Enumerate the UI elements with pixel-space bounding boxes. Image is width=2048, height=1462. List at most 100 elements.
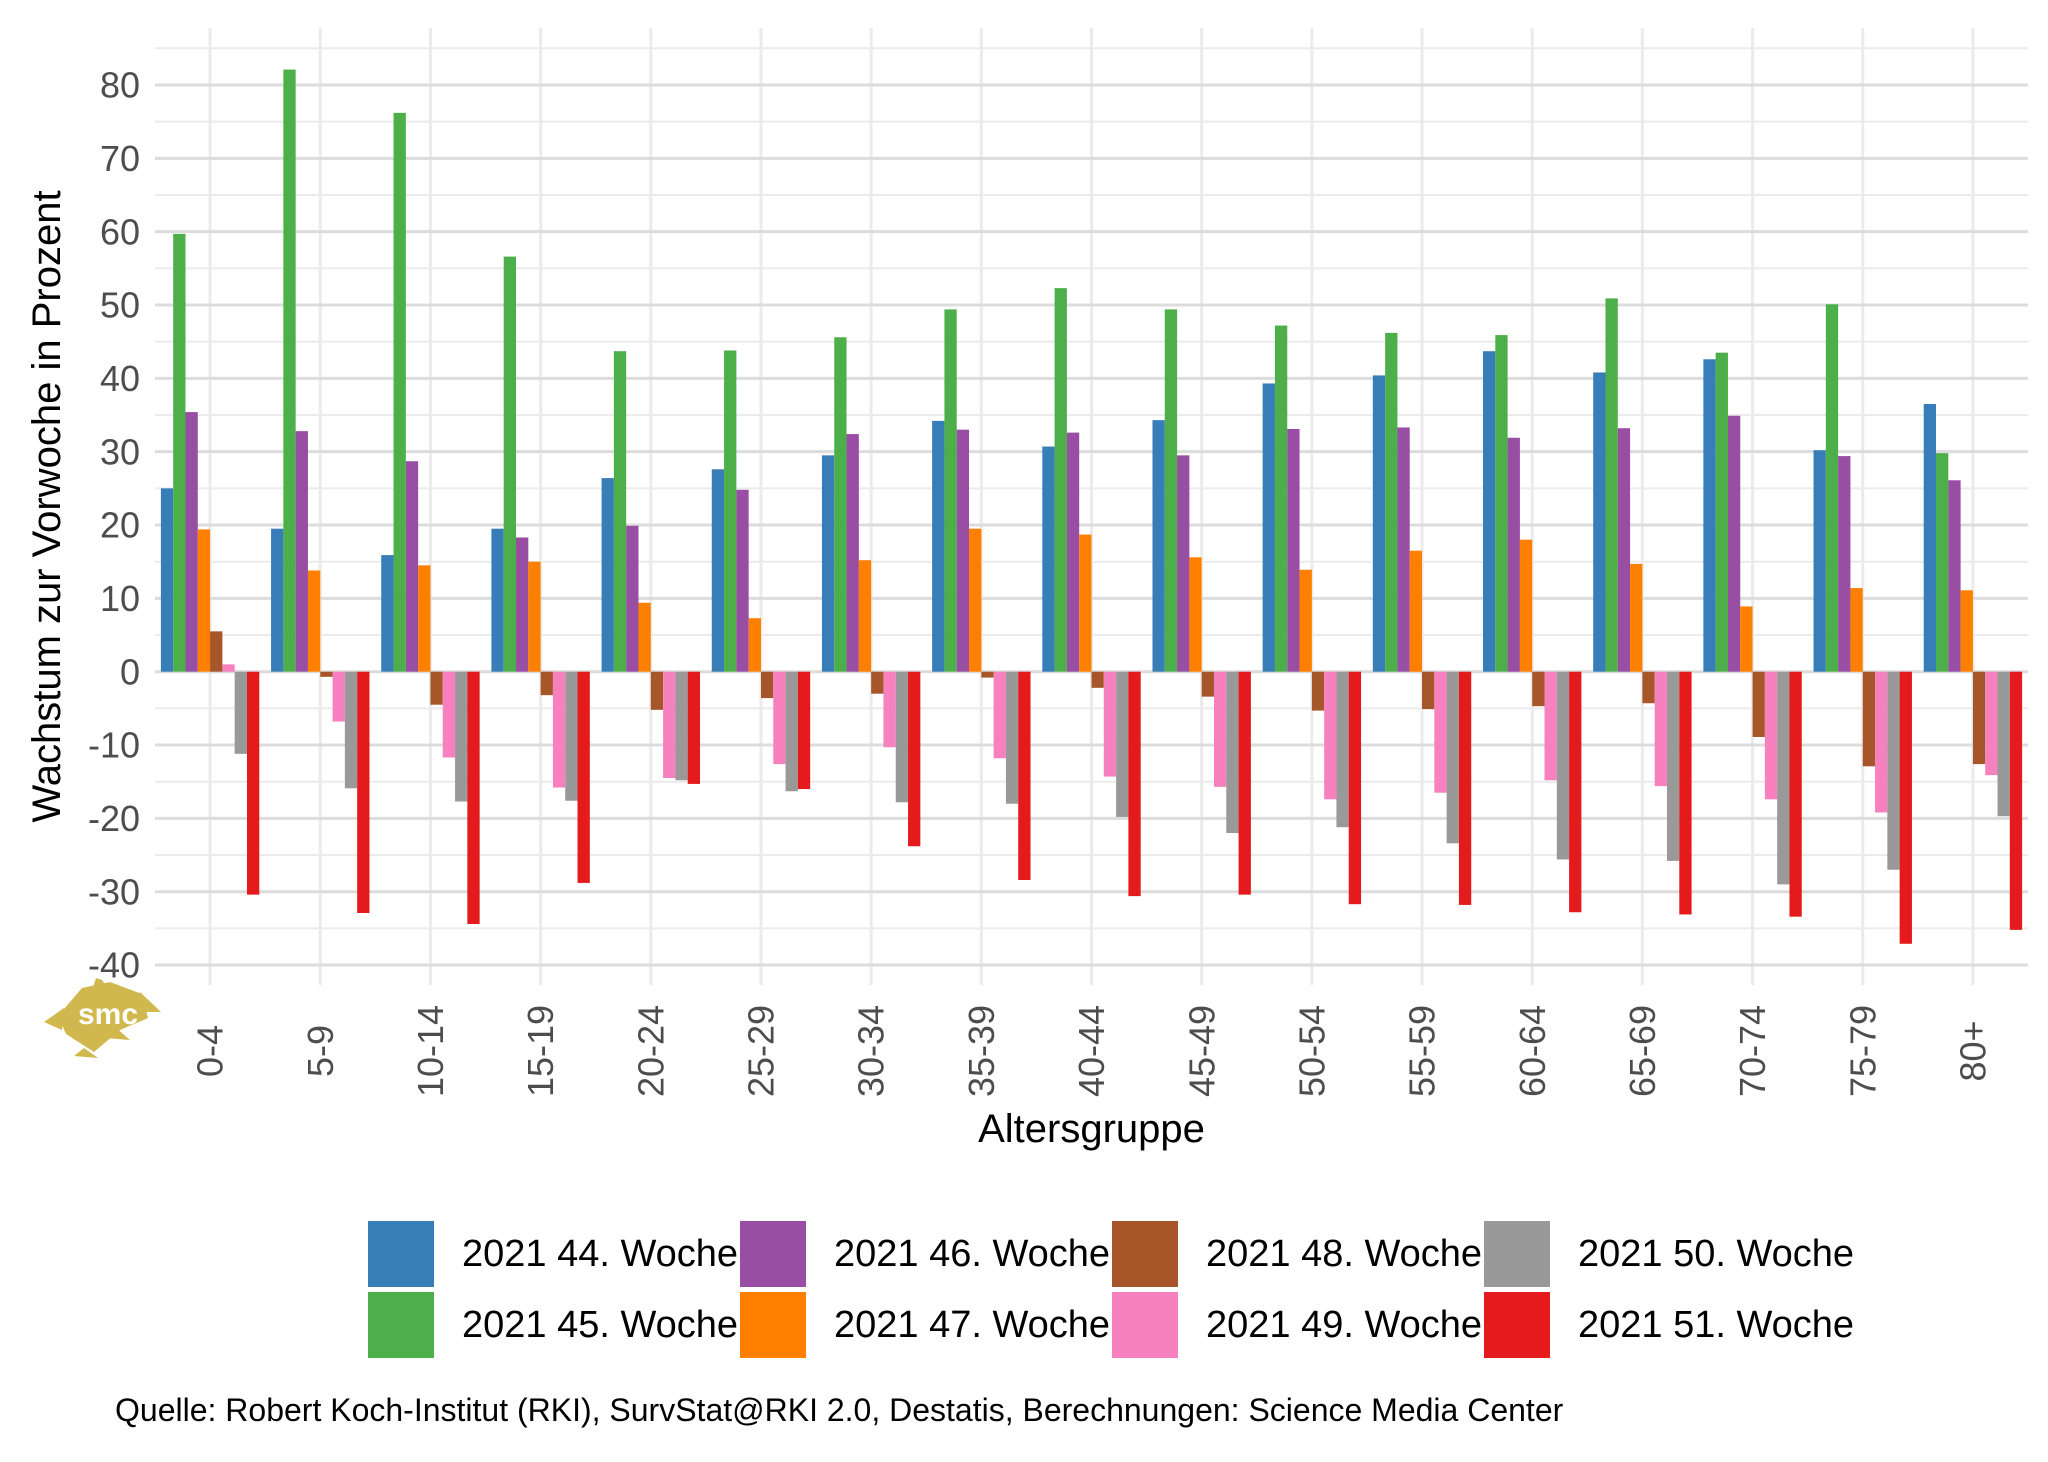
bar-2021-48-Woche-35-39: [981, 671, 994, 678]
smc-logo-text: smc: [78, 998, 138, 1031]
bar-2021-47-Woche-45-49: [1189, 557, 1202, 672]
bar-2021-51-Woche-10-14: [467, 671, 480, 924]
bar-2021-50-Woche-75-79: [1887, 671, 1900, 870]
bar-2021-47-Woche-35-39: [969, 528, 982, 672]
bar-2021-47-Woche-10-14: [418, 565, 431, 672]
bar-2021-45-Woche-25-29: [724, 350, 737, 672]
bar-2021-51-Woche-60-64: [1569, 671, 1582, 913]
bar-2021-50-Woche-70-74: [1777, 671, 1790, 885]
bar-2021-49-Woche-10-14: [442, 671, 456, 758]
bar-2021-50-Woche-55-59: [1446, 671, 1459, 844]
bar-2021-49-Woche-20-24: [663, 671, 676, 779]
x-tick-label-0-4: 0-4: [190, 1025, 231, 1077]
bar-2021-51-Woche-15-19: [577, 671, 590, 883]
bar-2021-49-Woche-75-79: [1875, 671, 1888, 813]
bar-2021-48-Woche-5-9: [320, 671, 333, 677]
bar-2021-49-Woche-25-29: [773, 671, 786, 765]
bar-2021-45-Woche-20-24: [613, 351, 627, 672]
legend-swatch: [740, 1292, 806, 1358]
bar-2021-49-Woche-70-74: [1764, 671, 1778, 800]
bar-2021-46-Woche-70-74: [1727, 415, 1741, 672]
bar-2021-51-Woche-55-59: [1458, 671, 1472, 905]
bar-2021-44-Woche-5-9: [271, 528, 284, 672]
y-tick-label: 0: [120, 651, 140, 692]
bar-2021-51-Woche-20-24: [687, 671, 700, 784]
bar-2021-45-Woche-50-54: [1274, 325, 1288, 672]
bar-2021-45-Woche-30-34: [834, 337, 847, 672]
y-tick-label: 20: [100, 505, 140, 546]
bar-2021-44-Woche-70-74: [1703, 359, 1716, 672]
legend-label: 2021 48. Woche: [1206, 1233, 1483, 1275]
bar-2021-44-Woche-0-4: [160, 488, 174, 672]
bar-2021-50-Woche-40-44: [1116, 671, 1129, 817]
bar-2021-45-Woche-70-74: [1715, 352, 1728, 672]
bar-2021-48-Woche-30-34: [871, 671, 884, 694]
bar-2021-49-Woche-55-59: [1434, 671, 1447, 793]
bar-2021-48-Woche-0-4: [210, 631, 223, 672]
bar-2021-47-Woche-20-24: [638, 602, 651, 672]
bar-2021-50-Woche-25-29: [785, 671, 798, 792]
bar-2021-47-Woche-60-64: [1519, 539, 1533, 672]
bar-2021-51-Woche-80+: [2009, 671, 2023, 930]
smc-logo: smc: [44, 978, 161, 1058]
bar-2021-46-Woche-35-39: [956, 429, 970, 672]
bar-2021-48-Woche-80+: [1972, 671, 1986, 765]
bar-2021-46-Woche-5-9: [295, 431, 308, 672]
bar-2021-47-Woche-50-54: [1299, 569, 1312, 672]
bar-2021-45-Woche-35-39: [944, 309, 957, 672]
bar-2021-46-Woche-80+: [1948, 480, 1961, 672]
source-caption: Quelle: Robert Koch-Institut (RKI), Surv…: [115, 1392, 1564, 1428]
bar-2021-47-Woche-5-9: [307, 570, 321, 672]
legend-swatch: [368, 1221, 434, 1287]
bar-2021-46-Woche-45-49: [1177, 455, 1190, 672]
bar-2021-50-Woche-5-9: [344, 671, 358, 789]
bar-2021-50-Woche-10-14: [455, 671, 468, 802]
x-tick-label-10-14: 10-14: [410, 1005, 451, 1097]
y-tick-label: 80: [100, 65, 140, 106]
bar-2021-44-Woche-20-24: [601, 478, 614, 672]
bar-2021-44-Woche-10-14: [381, 555, 394, 672]
bar-2021-48-Woche-70-74: [1752, 671, 1765, 737]
bar-2021-45-Woche-5-9: [283, 69, 296, 672]
bar-2021-51-Woche-0-4: [246, 671, 260, 895]
bar-2021-50-Woche-50-54: [1336, 671, 1349, 828]
legend-swatch: [740, 1221, 806, 1287]
legend-label: 2021 46. Woche: [834, 1233, 1111, 1275]
bar-2021-49-Woche-30-34: [883, 671, 896, 748]
bar-2021-46-Woche-65-69: [1617, 428, 1631, 672]
legend-entry: 2021 49. Woche: [1112, 1292, 1484, 1358]
x-tick-label-70-74: 70-74: [1732, 1005, 1773, 1097]
x-tick-label-65-69: 65-69: [1622, 1005, 1663, 1097]
bar-2021-45-Woche-80+: [1936, 453, 1949, 672]
bar-2021-45-Woche-40-44: [1054, 288, 1067, 672]
bar-2021-51-Woche-50-54: [1348, 671, 1362, 905]
bar-2021-49-Woche-35-39: [993, 671, 1006, 759]
y-tick-label: 50: [100, 285, 140, 326]
bar-2021-44-Woche-15-19: [491, 528, 504, 672]
bar-2021-46-Woche-75-79: [1838, 456, 1851, 672]
bar-2021-47-Woche-15-19: [528, 561, 541, 672]
bar-2021-51-Woche-5-9: [357, 671, 370, 913]
x-tick-label-25-29: 25-29: [741, 1005, 782, 1097]
y-tick-label: -30: [88, 871, 140, 912]
bar-2021-51-Woche-70-74: [1789, 671, 1802, 917]
bar-2021-46-Woche-30-34: [846, 434, 859, 672]
bar-2021-47-Woche-55-59: [1409, 550, 1423, 672]
bar-2021-48-Woche-25-29: [760, 671, 774, 699]
bar-2021-44-Woche-30-34: [821, 455, 835, 672]
legend-label: 2021 49. Woche: [1206, 1304, 1483, 1346]
smc-logo-star-shape: [44, 978, 161, 1058]
legend-swatch: [1112, 1292, 1178, 1358]
legend: 2021 44. Woche 2021 45. Woche 2021 46. Woc…: [368, 1221, 1856, 1363]
bar-2021-49-Woche-5-9: [332, 671, 345, 722]
bar-2021-47-Woche-25-29: [748, 618, 761, 672]
bar-2021-49-Woche-45-49: [1213, 671, 1227, 787]
legend-entry: 2021 44. Woche: [368, 1221, 740, 1287]
x-tick-label-15-19: 15-19: [520, 1005, 561, 1097]
bar-2021-50-Woche-80+: [1997, 671, 2010, 817]
bar-2021-50-Woche-15-19: [565, 671, 578, 801]
bar-2021-45-Woche-65-69: [1605, 298, 1618, 672]
x-tick-label-35-39: 35-39: [961, 1005, 1002, 1097]
